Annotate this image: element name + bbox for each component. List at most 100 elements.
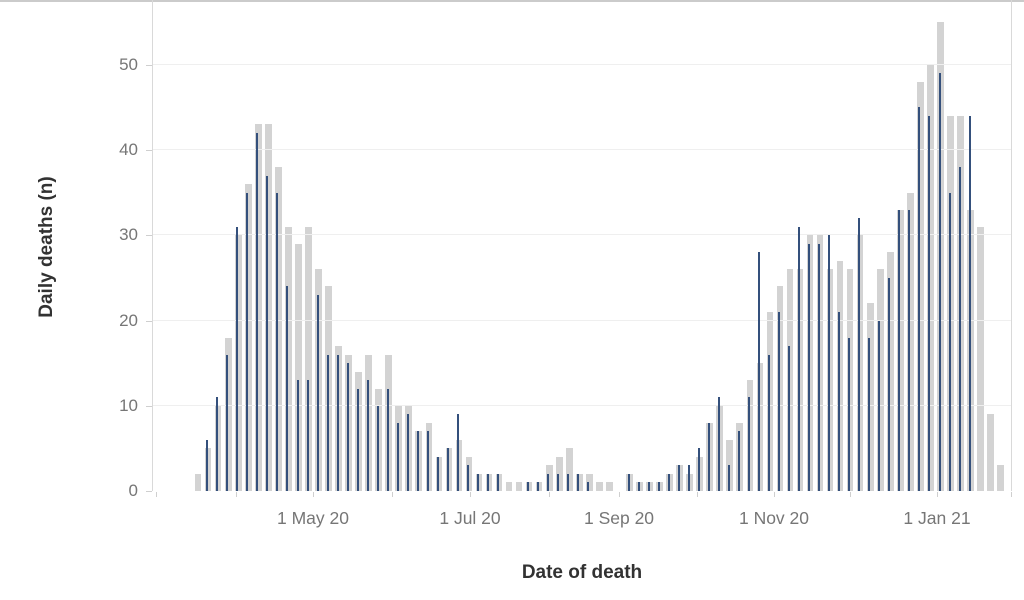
bar-navy[interactable] [858,218,861,491]
bar-navy[interactable] [216,397,219,491]
bar-gray[interactable] [194,474,202,491]
bar-navy[interactable] [707,423,710,491]
bar-pair[interactable] [585,0,595,491]
bar-pair[interactable] [696,0,706,491]
bar-navy[interactable] [497,474,500,491]
bar-pair[interactable] [796,0,806,491]
bar-navy[interactable] [527,482,530,491]
bar-pair[interactable] [575,0,585,491]
bar-pair[interactable] [284,0,294,491]
bar-pair[interactable] [976,0,986,491]
bar-navy[interactable] [206,440,209,491]
bar-navy[interactable] [487,474,490,491]
bar-navy[interactable] [798,227,801,491]
bar-pair[interactable] [314,0,324,491]
bar-navy[interactable] [226,355,229,491]
bar-navy[interactable] [477,474,480,491]
bar-gray[interactable] [295,244,302,491]
bar-pair[interactable] [565,0,575,491]
bar-pair[interactable] [625,0,635,491]
bar-navy[interactable] [296,380,299,491]
bar-pair[interactable] [956,0,966,491]
bar-pair[interactable] [535,0,545,491]
bar-navy[interactable] [436,457,439,491]
bar-pair[interactable] [234,0,244,491]
bar-gray[interactable] [977,227,984,491]
bar-pair[interactable] [716,0,726,491]
bar-pair[interactable] [355,0,365,491]
bar-navy[interactable] [457,414,460,491]
bar-pair[interactable] [926,0,936,491]
bar-pair[interactable] [997,0,1007,491]
bar-navy[interactable] [828,235,831,491]
bar-pair[interactable] [756,0,766,491]
bar-navy[interactable] [557,474,560,491]
bar-pair[interactable] [294,0,304,491]
bar-pair[interactable] [736,0,746,491]
bar-pair[interactable] [395,0,405,491]
bar-navy[interactable] [446,448,449,491]
bar-navy[interactable] [697,448,700,491]
bar-pair[interactable] [946,0,956,491]
bar-pair[interactable] [495,0,505,491]
bar-navy[interactable] [908,210,911,491]
bar-gray[interactable] [505,482,513,491]
bar-navy[interactable] [426,431,429,491]
bar-navy[interactable] [657,482,660,491]
bar-pair[interactable] [324,0,334,491]
bar-navy[interactable] [356,389,359,491]
bar-navy[interactable] [246,193,249,491]
bar-pair[interactable] [204,0,214,491]
bar-pair[interactable] [665,0,675,491]
bar-pair[interactable] [214,0,224,491]
bar-navy[interactable] [236,227,239,491]
bar-pair[interactable] [906,0,916,491]
bar-navy[interactable] [898,210,901,491]
bar-pair[interactable] [966,0,976,491]
bar-navy[interactable] [878,321,881,491]
bar-pair[interactable] [304,0,314,491]
bar-pair[interactable] [435,0,445,491]
bar-pair[interactable] [846,0,856,491]
bar-pair[interactable] [254,0,264,491]
bar-navy[interactable] [396,423,399,491]
bar-pair[interactable] [595,0,605,491]
bar-navy[interactable] [336,355,339,491]
bar-navy[interactable] [376,406,379,491]
bar-navy[interactable] [316,295,319,491]
bar-navy[interactable] [808,244,811,491]
bar-navy[interactable] [627,474,630,491]
bar-navy[interactable] [737,431,740,491]
bar-navy[interactable] [788,346,791,491]
bar-pair[interactable] [776,0,786,491]
bar-navy[interactable] [667,474,670,491]
bar-gray[interactable] [596,482,603,491]
bar-pair[interactable] [676,0,686,491]
bar-navy[interactable] [567,474,570,491]
bar-pair[interactable] [826,0,836,491]
bar-pair[interactable] [525,0,535,491]
bar-pair[interactable] [886,0,896,491]
bar-pair[interactable] [415,0,425,491]
bar-navy[interactable] [848,338,851,491]
bar-pair[interactable] [274,0,284,491]
bar-pair[interactable] [635,0,645,491]
bar-pair[interactable] [645,0,655,491]
bar-navy[interactable] [537,482,540,491]
bar-pair[interactable] [194,0,204,491]
bar-pair[interactable] [866,0,876,491]
bar-pair[interactable] [455,0,465,491]
bar-pair[interactable] [605,0,615,491]
bar-pair[interactable] [515,0,525,491]
bar-navy[interactable] [256,133,259,491]
bar-pair[interactable] [244,0,254,491]
bar-pair[interactable] [936,0,946,491]
bar-pair[interactable] [505,0,515,491]
bar-navy[interactable] [948,193,951,491]
bar-pair[interactable] [465,0,475,491]
bar-navy[interactable] [406,414,409,491]
bar-navy[interactable] [838,312,841,491]
bar-gray[interactable] [305,227,312,491]
bar-pair[interactable] [485,0,495,491]
bar-navy[interactable] [326,355,329,491]
